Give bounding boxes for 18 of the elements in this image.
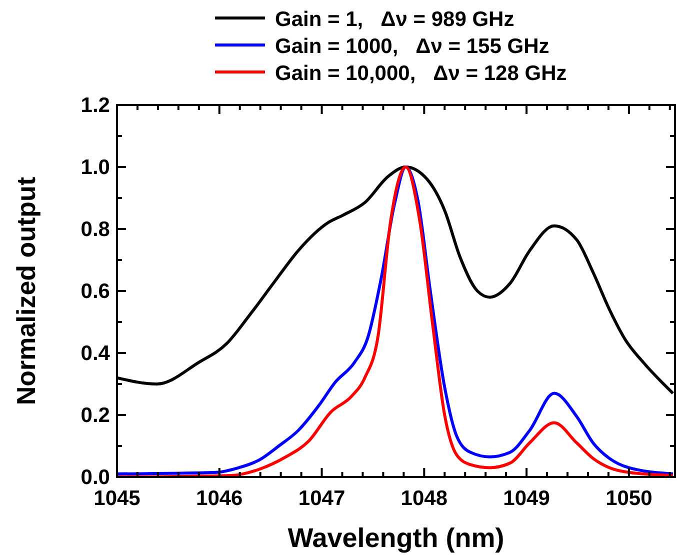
y-tick-label: 0.0 [80,466,110,489]
x-tick-label: 1046 [196,487,243,510]
legend-label: Gain = 1000, Δν = 155 GHz [275,35,550,58]
y-axis-title: Normalized output [11,176,41,406]
x-tick-label: 1050 [606,487,652,510]
y-tick-label: 0.2 [80,404,110,427]
x-tick-label: 1047 [298,487,346,510]
legend-label: Gain = 1, Δν = 989 GHz [275,8,514,31]
x-tick-label: 1048 [400,487,448,510]
y-tick-label: 1.0 [80,156,110,179]
y-tick-label: 0.8 [80,218,110,241]
x-tick-label: 1049 [503,487,550,510]
y-tick-label: 1.2 [80,94,110,117]
y-tick-label: 0.4 [80,342,110,365]
x-tick-label: 1045 [94,487,141,510]
x-axis-title: Wavelength (nm) [288,523,504,553]
y-tick-label: 0.6 [80,280,110,303]
legend-label: Gain = 10,000, Δν = 128 GHz [275,62,567,85]
